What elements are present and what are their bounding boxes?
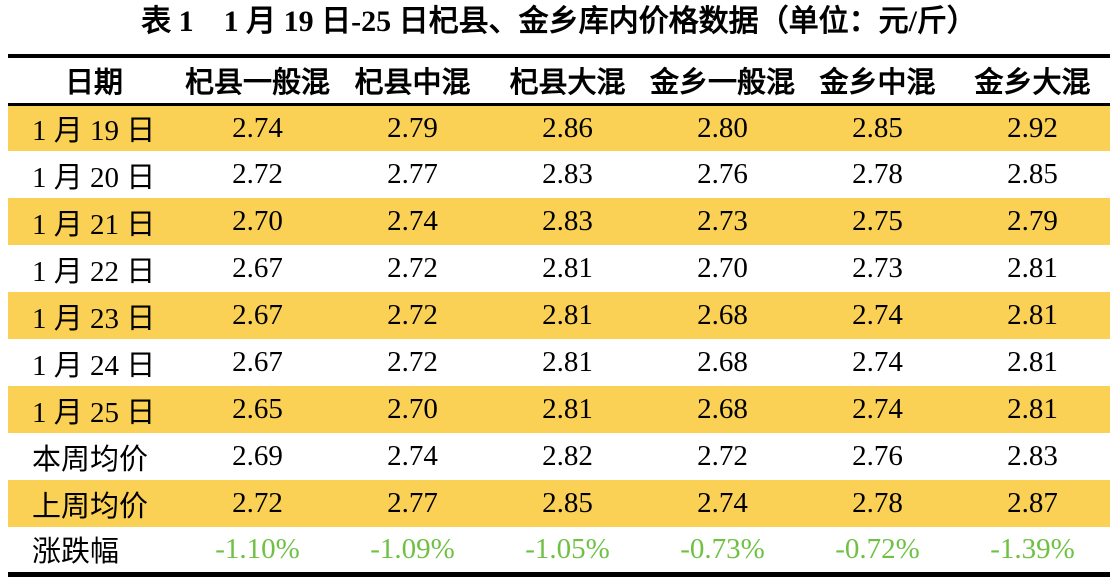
row-label: 1 月 20 日 [32, 161, 156, 194]
table-title: 表 1 1 月 19 日-25 日杞县、金乡库内价格数据（单位：元/斤） [141, 5, 977, 38]
price-cell: 2.83 [542, 205, 593, 237]
price-cell: 2.73 [852, 252, 903, 284]
price-cell: 2.69 [232, 440, 283, 472]
price-cell: 2.76 [852, 440, 903, 472]
price-cell: 2.72 [387, 299, 438, 331]
table-row: 1 月 20 日 2.72 2.77 2.83 2.76 2.78 2.85 [8, 151, 1110, 198]
change-cell: -1.39% [990, 532, 1075, 565]
price-cell: 2.70 [387, 393, 438, 425]
price-cell: 2.86 [542, 111, 593, 144]
price-cell: 2.81 [542, 252, 593, 284]
change-cell: -1.05% [525, 532, 610, 565]
price-cell: 2.83 [542, 158, 593, 190]
row-label: 1 月 25 日 [32, 396, 156, 429]
row-label: 上周均价 [32, 490, 149, 523]
price-cell: 2.82 [542, 440, 593, 472]
price-cell: 2.81 [542, 299, 593, 331]
column-header: 杞县中混 [354, 67, 471, 100]
price-cell: 2.75 [852, 205, 903, 237]
change-cell: -1.09% [370, 532, 455, 565]
price-cell: 2.74 [697, 487, 748, 519]
row-label: 1 月 22 日 [32, 255, 156, 288]
table-row: 1 月 25 日 2.65 2.70 2.81 2.68 2.74 2.81 [8, 386, 1110, 433]
price-cell: 2.87 [1007, 487, 1058, 519]
price-cell: 2.92 [1007, 111, 1058, 144]
row-label: 本周均价 [32, 443, 149, 476]
table-row: 本周均价 2.69 2.74 2.82 2.72 2.76 2.83 [8, 433, 1110, 480]
price-cell: 2.77 [387, 158, 438, 190]
date-column-header: 日期 [64, 67, 123, 100]
price-cell: 2.72 [232, 158, 283, 190]
price-cell: 2.79 [387, 111, 438, 144]
column-header: 杞县一般混 [184, 67, 330, 100]
price-cell: 2.74 [387, 205, 438, 237]
price-cell: 2.67 [232, 346, 283, 378]
price-cell: 2.81 [1007, 299, 1058, 331]
price-cell: 2.81 [1007, 346, 1058, 378]
column-header: 金乡中混 [819, 67, 936, 100]
price-cell: 2.85 [542, 487, 593, 519]
price-cell: 2.72 [697, 440, 748, 472]
price-cell: 2.72 [387, 346, 438, 378]
row-label: 1 月 19 日 [32, 115, 156, 148]
row-label: 涨跌幅 [32, 536, 120, 569]
table-body: 1 月 19 日 2.74 2.79 2.86 2.80 2.85 2.92 1 月 20 日… [8, 104, 1110, 574]
price-cell: 2.72 [387, 252, 438, 284]
row-label: 1 月 23 日 [32, 302, 156, 335]
price-cell: 2.68 [697, 299, 748, 331]
price-cell: 2.70 [232, 205, 283, 237]
table-row: 上周均价 2.72 2.77 2.85 2.74 2.78 2.87 [8, 480, 1110, 527]
price-cell: 2.67 [232, 299, 283, 331]
price-cell: 2.81 [1007, 393, 1058, 425]
price-cell: 2.74 [387, 440, 438, 472]
price-table: 日期 杞县一般混 杞县中混 杞县大混 金乡一般混 金乡中混 金乡大混 1 月 19 日 2.7… [8, 54, 1110, 577]
price-cell: 2.70 [697, 252, 748, 284]
change-cell: -1.10% [215, 532, 300, 565]
price-cell: 2.76 [697, 158, 748, 190]
price-cell: 2.67 [232, 252, 283, 284]
row-label: 1 月 24 日 [32, 349, 156, 382]
table-row: 1 月 24 日 2.67 2.72 2.81 2.68 2.74 2.81 [8, 339, 1110, 386]
price-cell: 2.74 [852, 346, 903, 378]
price-cell: 2.74 [232, 111, 283, 144]
price-cell: 2.80 [697, 111, 748, 144]
price-cell: 2.81 [542, 346, 593, 378]
price-cell: 2.85 [1007, 158, 1058, 190]
price-cell: 2.74 [852, 393, 903, 425]
column-header: 金乡一般混 [649, 67, 795, 100]
price-cell: 2.72 [232, 487, 283, 519]
price-cell: 2.65 [232, 393, 283, 425]
price-cell: 2.83 [1007, 440, 1058, 472]
price-cell: 2.73 [697, 205, 748, 237]
table-row: 1 月 22 日 2.67 2.72 2.81 2.70 2.73 2.81 [8, 245, 1110, 292]
table-row: 涨跌幅 -1.10% -1.09% -1.05% -0.73% -0.72% -1.39% [8, 527, 1110, 574]
price-cell: 2.85 [852, 111, 903, 144]
change-cell: -0.73% [680, 532, 765, 565]
price-cell: 2.68 [697, 346, 748, 378]
price-cell: 2.78 [852, 158, 903, 190]
column-header: 杞县大混 [509, 67, 626, 100]
price-cell: 2.81 [542, 393, 593, 425]
price-cell: 2.68 [697, 393, 748, 425]
table-row: 1 月 21 日 2.70 2.74 2.83 2.73 2.75 2.79 [8, 198, 1110, 245]
price-cell: 2.77 [387, 487, 438, 519]
price-cell: 2.74 [852, 299, 903, 331]
price-cell: 2.81 [1007, 252, 1058, 284]
table-row: 1 月 23 日 2.67 2.72 2.81 2.68 2.74 2.81 [8, 292, 1110, 339]
table-row: 1 月 19 日 2.74 2.79 2.86 2.80 2.85 2.92 [8, 104, 1110, 151]
change-cell: -0.72% [835, 532, 920, 565]
header-row: 日期 杞县一般混 杞县中混 杞县大混 金乡一般混 金乡中混 金乡大混 [8, 56, 1110, 104]
column-header: 金乡大混 [974, 67, 1091, 100]
price-cell: 2.78 [852, 487, 903, 519]
price-cell: 2.79 [1007, 205, 1058, 237]
row-label: 1 月 21 日 [32, 208, 156, 241]
